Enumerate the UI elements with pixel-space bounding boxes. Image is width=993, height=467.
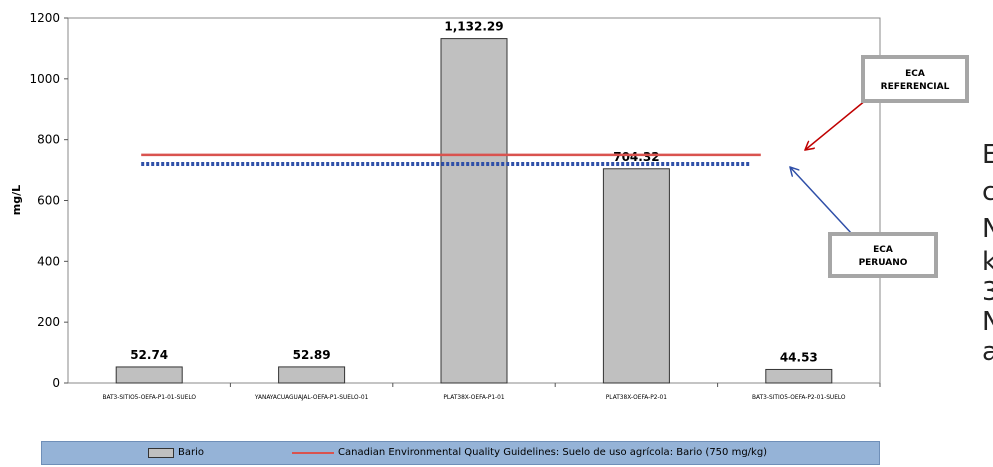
callout-arrow-referencial [805,99,867,150]
y-axis: 0 200 400 600 800 1000 1200 [29,11,68,390]
y-tick-label-2: 400 [37,254,60,268]
legend: Bario Canadian Environmental Quality Gui… [41,441,880,465]
side-text-cropped: E c N k 3 N a [982,140,993,367]
legend-bar-swatch [148,447,174,458]
y-axis-label: mg/L [10,185,23,215]
x-tick-label-2: PLAT38X-OEFA-P1-01 [443,393,505,401]
callout-eca-peruano: ECA PERUANO [828,232,938,278]
legend-line-swatch [292,451,334,454]
y-tick-label-0: 0 [52,376,60,390]
x-axis: BAT3-SITIO5-OEFA-P1-01-SUELO YANAYACUAGUA… [102,383,881,401]
side-text-6: a [982,337,993,367]
y-tick-label-3: 600 [37,194,60,208]
bar-3 [602,168,670,384]
y-tick-label-4: 800 [37,133,60,147]
bars-group: 52.74 52.89 1,132.29 704.32 44.53 [115,20,833,384]
data-label-0: 52.74 [130,348,168,362]
legend-item-bario: Bario [148,447,204,458]
bar-2 [440,38,508,384]
data-label-3: 704.32 [613,150,659,164]
side-text-4: 3 [982,277,993,307]
callout-peruano-line2: PERUANO [858,258,908,268]
callout-referencial-line2: REFERENCIAL [880,82,950,92]
legend-item-guideline: Canadian Environmental Quality Guideline… [292,447,767,458]
x-tick-label-0: BAT3-SITIO5-OEFA-P1-01-SUELO [102,393,196,401]
x-tick-label-1: YANAYACUAGUAJAL-OEFA-P1-SUELO-01 [254,393,369,401]
callout-arrows [790,99,867,235]
callout-arrow-peruano [790,167,853,235]
y-tick-label-5: 1000 [29,72,60,86]
legend-bar-label: Bario [178,447,204,458]
bar-0 [115,366,183,384]
callout-referencial-line1: ECA [905,69,925,79]
side-text-3: k [982,247,993,277]
data-label-2: 1,132.29 [444,20,503,34]
data-label-4: 44.53 [780,350,818,364]
data-label-1: 52.89 [293,348,331,362]
side-text-2: N [982,214,993,244]
callout-peruano-line1: ECA [873,245,893,255]
legend-line-label: Canadian Environmental Quality Guideline… [338,447,768,458]
side-text-0: E [982,140,993,170]
x-tick-label-3: PLAT38X-OEFA-P2-01 [606,393,668,401]
reference-lines [141,153,761,166]
bar-1 [278,366,346,384]
side-text-5: N [982,307,993,337]
bar-4 [765,368,833,384]
callout-eca-referencial: ECA REFERENCIAL [861,55,969,103]
side-text-1: c [982,177,993,207]
x-tick-label-4: BAT3-SITIO5-OEFA-P2-01-SUELO [752,393,846,401]
y-tick-label-6: 1200 [29,11,60,25]
y-tick-label-1: 200 [37,315,60,329]
